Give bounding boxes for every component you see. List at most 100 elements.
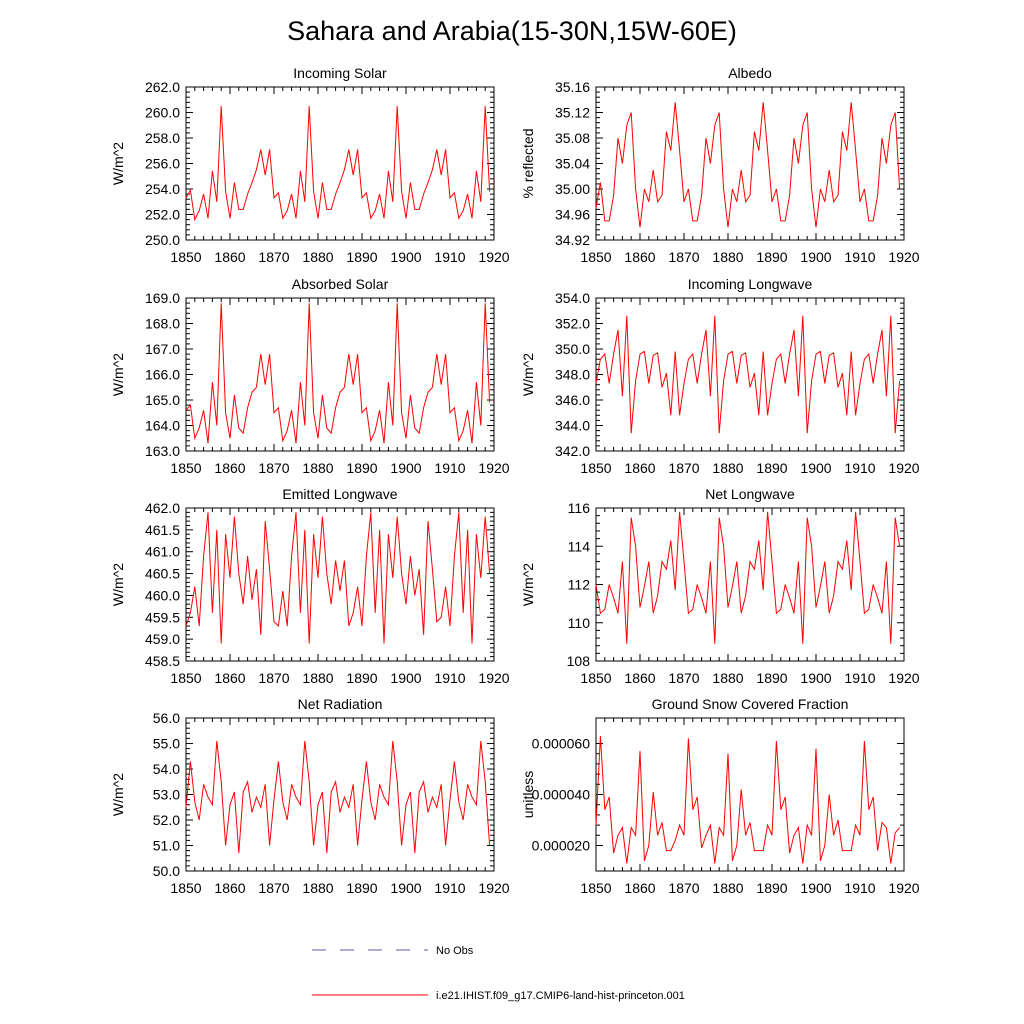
panel-albedo-frame — [595, 86, 905, 241]
panel-net-longwave-title: Net Longwave — [705, 486, 795, 502]
panel-ground-snow-covered-fraction-xtick-label: 1910 — [844, 880, 875, 896]
panel-net-longwave-xtick-label: 1910 — [844, 670, 875, 686]
panel-absorbed-solar-ytick-label: 165.0 — [145, 392, 180, 408]
panel-incoming-solar: Incoming Solar W/m^2 1850 1860 1870 1880 1890 1… — [110, 65, 510, 265]
panel-incoming-longwave: Incoming Longwave W/m^2 1850 1860 1870 1880 18… — [520, 276, 920, 476]
legend-obs-label: No Obs — [436, 945, 474, 957]
panel-ground-snow-covered-fraction-ylabel: unitless — [520, 771, 536, 818]
panel-ground-snow-covered-fraction-series-line — [595, 735, 900, 864]
panel-net-longwave-xtick-label: 1900 — [800, 670, 831, 686]
panel-incoming-solar-ytick-label: 250.0 — [145, 232, 180, 248]
panel-albedo-ytick-label: 35.00 — [555, 181, 590, 197]
panel-incoming-solar-ytick-label: 252.0 — [145, 207, 180, 223]
panel-absorbed-solar-ytick-label: 166.0 — [145, 367, 180, 383]
panel-incoming-longwave-title: Incoming Longwave — [688, 276, 813, 292]
panel-ground-snow-covered-fraction-title: Ground Snow Covered Fraction — [652, 696, 849, 712]
panel-incoming-solar-frame — [185, 86, 495, 241]
panel-albedo-ytick-label: 34.92 — [555, 232, 590, 248]
panel-emitted-longwave-xtick-label: 1870 — [258, 670, 289, 686]
panel-incoming-longwave-frame — [595, 297, 905, 452]
panel-emitted-longwave-xtick-label: 1920 — [478, 670, 509, 686]
panel-absorbed-solar-xtick-label: 1870 — [258, 460, 289, 476]
panel-albedo-xtick-label: 1890 — [756, 249, 787, 265]
panel-net-radiation-frame — [185, 717, 495, 872]
panel-emitted-longwave-xtick-label: 1900 — [390, 670, 421, 686]
panel-incoming-longwave-ytick-label: 350.0 — [555, 341, 590, 357]
panel-net-radiation-title: Net Radiation — [298, 696, 383, 712]
panel-net-radiation-xtick-label: 1890 — [346, 880, 377, 896]
panel-ground-snow-covered-fraction-xtick-label: 1870 — [668, 880, 699, 896]
panel-emitted-longwave-series-line — [185, 512, 491, 644]
panel-net-longwave-frame — [595, 507, 905, 662]
panel-albedo: Albedo % reflected 1850 1860 1870 1880 1890 190… — [520, 65, 920, 265]
panel-ground-snow-covered-fraction-ytick-label: 0.000060 — [532, 736, 591, 752]
panel-net-radiation-ytick-label: 55.0 — [153, 736, 180, 752]
panel-ground-snow-covered-fraction-xtick-label: 1850 — [580, 880, 611, 896]
panel-emitted-longwave-xtick-label: 1850 — [170, 670, 201, 686]
panel-net-longwave-xtick-label: 1870 — [668, 670, 699, 686]
panel-absorbed-solar-ytick-label: 168.0 — [145, 316, 180, 332]
panel-net-radiation: Net Radiation W/m^2 1850 1860 1870 1880 1890 19… — [110, 696, 510, 896]
panel-incoming-longwave-ylabel: W/m^2 — [520, 353, 536, 396]
panel-ground-snow-covered-fraction-xtick-label: 1900 — [800, 880, 831, 896]
panel-albedo-ytick-label: 35.08 — [555, 130, 590, 146]
panel-absorbed-solar-ytick-label: 167.0 — [145, 341, 180, 357]
panel-net-radiation-xtick-label: 1870 — [258, 880, 289, 896]
panel-emitted-longwave-frame — [185, 507, 495, 662]
panel-net-longwave-xtick-label: 1860 — [624, 670, 655, 686]
panel-incoming-solar-xtick-label: 1850 — [170, 249, 201, 265]
panel-ground-snow-covered-fraction-ytick-label: 0.000020 — [532, 838, 591, 854]
panel-ground-snow-covered-fraction-xtick-label: 1890 — [756, 880, 787, 896]
panel-albedo-xtick-label: 1880 — [712, 249, 743, 265]
panel-absorbed-solar-ytick-label: 169.0 — [145, 290, 180, 306]
panel-net-longwave-ytick-label: 114 — [568, 538, 591, 554]
panel-net-radiation-xtick-label: 1910 — [434, 880, 465, 896]
panel-incoming-solar-xtick-label: 1900 — [390, 249, 421, 265]
panel-incoming-solar-xtick-label: 1870 — [258, 249, 289, 265]
panel-emitted-longwave-title: Emitted Longwave — [282, 486, 397, 502]
panel-albedo-title: Albedo — [728, 65, 772, 81]
panel-incoming-solar-ytick-label: 260.0 — [145, 105, 180, 121]
panel-emitted-longwave-ytick-label: 460.5 — [145, 566, 180, 582]
panel-incoming-longwave-xtick-label: 1880 — [712, 460, 743, 476]
panel-emitted-longwave: Emitted Longwave W/m^2 1850 1860 1870 1880 189… — [110, 486, 510, 686]
panel-albedo-ylabel: % reflected — [520, 128, 536, 198]
panel-incoming-longwave-xtick-label: 1890 — [756, 460, 787, 476]
panel-absorbed-solar-xtick-label: 1860 — [214, 460, 245, 476]
panel-incoming-solar-title: Incoming Solar — [293, 65, 387, 81]
panel-net-radiation-xtick-label: 1920 — [478, 880, 509, 896]
panel-net-longwave-series-line — [595, 511, 901, 644]
panel-incoming-solar-xtick-label: 1910 — [434, 249, 465, 265]
panel-incoming-longwave-ytick-label: 354.0 — [555, 290, 590, 306]
panel-emitted-longwave-xtick-label: 1910 — [434, 670, 465, 686]
panel-incoming-solar-ytick-label: 254.0 — [145, 181, 180, 197]
panel-net-radiation-ytick-label: 54.0 — [153, 761, 180, 777]
panel-net-radiation-ytick-label: 52.0 — [153, 812, 180, 828]
panel-ground-snow-covered-fraction: Ground Snow Covered Fraction unitless 1850… — [520, 696, 920, 896]
panel-absorbed-solar-xtick-label: 1890 — [346, 460, 377, 476]
panel-absorbed-solar-series-line — [185, 303, 491, 444]
panel-ground-snow-covered-fraction-xtick-label: 1880 — [712, 880, 743, 896]
panel-albedo-xtick-label: 1870 — [668, 249, 699, 265]
panel-ground-snow-covered-fraction-xtick-label: 1920 — [888, 880, 919, 896]
panel-net-longwave-ytick-label: 116 — [568, 500, 591, 516]
panel-net-longwave-ytick-label: 110 — [568, 615, 591, 631]
panel-net-radiation-xtick-label: 1850 — [170, 880, 201, 896]
panel-albedo-xtick-label: 1850 — [580, 249, 611, 265]
panel-incoming-solar-ytick-label: 256.0 — [145, 156, 180, 172]
panel-ground-snow-covered-fraction-xtick-label: 1860 — [624, 880, 655, 896]
panel-incoming-longwave-ytick-label: 346.0 — [555, 392, 590, 408]
panel-net-radiation-ytick-label: 50.0 — [153, 863, 180, 879]
panel-emitted-longwave-ytick-label: 461.0 — [145, 544, 180, 560]
panel-net-radiation-ytick-label: 51.0 — [153, 838, 180, 854]
panel-net-longwave-ylabel: W/m^2 — [520, 563, 536, 606]
panel-incoming-longwave-xtick-label: 1870 — [668, 460, 699, 476]
panel-emitted-longwave-ytick-label: 458.5 — [145, 653, 180, 669]
panel-net-radiation-ylabel: W/m^2 — [110, 773, 126, 816]
panel-incoming-solar-xtick-label: 1890 — [346, 249, 377, 265]
panel-incoming-solar-series-line — [185, 106, 491, 222]
panel-absorbed-solar-xtick-label: 1920 — [478, 460, 509, 476]
panel-incoming-solar-ylabel: W/m^2 — [110, 142, 126, 185]
panel-net-longwave-xtick-label: 1920 — [888, 670, 919, 686]
